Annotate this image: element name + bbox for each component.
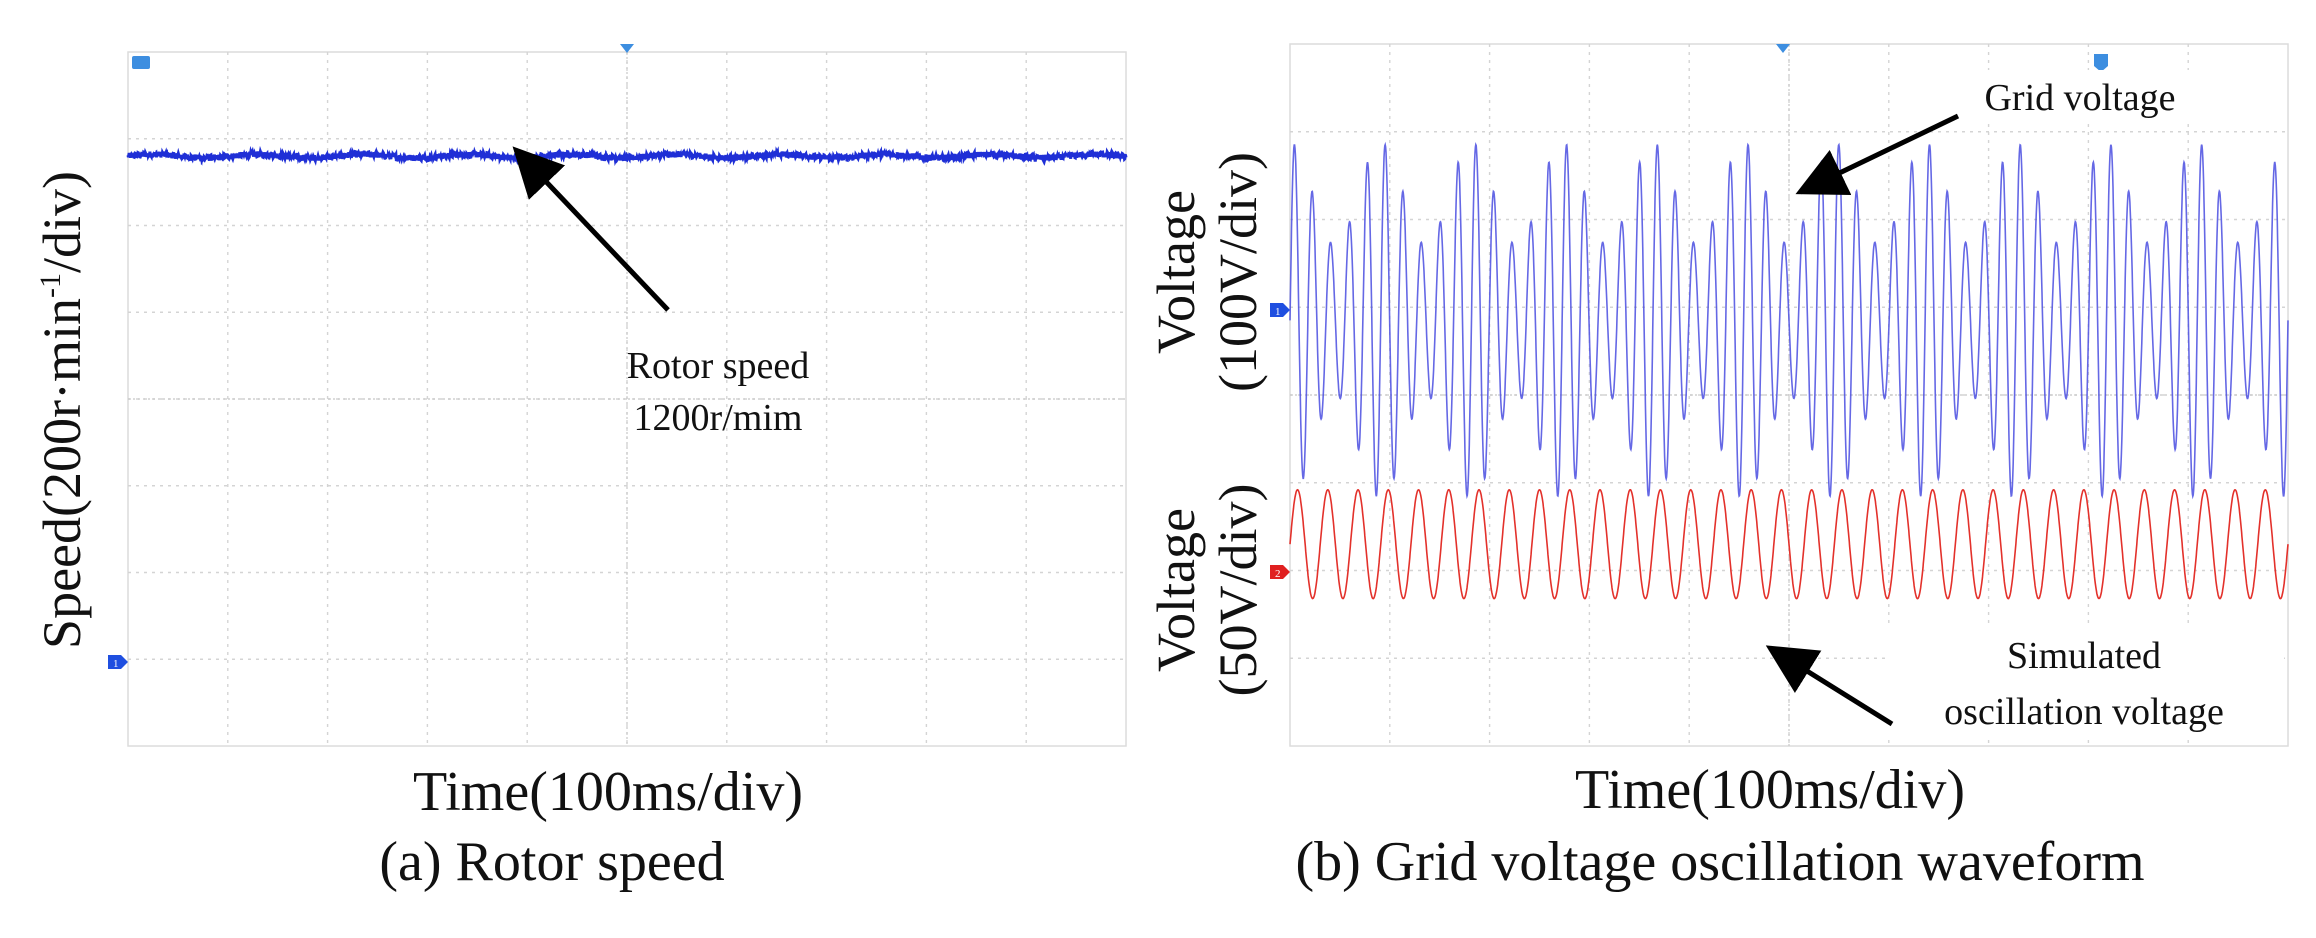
panel-b-annotation-grid-arrow	[1795, 113, 1960, 196]
panel-b-channel-marker-2: 2	[1270, 565, 1290, 580]
channel-marker-label: 1	[113, 658, 119, 670]
panel-b-channel-marker-1: 1	[1270, 303, 1290, 318]
ylabel-bottom-line-1: Voltage	[1146, 508, 1206, 672]
channel-marker-label: 1	[1275, 306, 1281, 318]
ylabel-bottom-line-2: (50V/div)	[1208, 484, 1268, 697]
ylabel-top-line-1: Voltage	[1146, 190, 1206, 354]
rotor-speed-series	[126, 145, 1128, 167]
panel-b-trigger-marker	[2094, 54, 2108, 72]
annotation-line-2: 1200r/mim	[634, 397, 803, 439]
panel-b-annotation-sim-arrow	[1765, 645, 1894, 727]
panel-b-caption: (b) Grid voltage oscillation waveform	[1295, 831, 2144, 893]
annotation-grid-voltage: Grid voltage	[1984, 77, 2175, 119]
panel-a-xlabel: Time(100ms/div)	[413, 761, 803, 823]
simulated-oscillation-voltage-series	[1289, 488, 2289, 600]
panel-a-caption: (a) Rotor speed	[379, 831, 724, 893]
panel-a-corner-marker	[132, 56, 150, 69]
panel-b-xlabel: Time(100ms/div)	[1575, 759, 1965, 821]
channel-marker-label: 2	[1275, 568, 1281, 580]
annotation-sim-line-1: Simulated	[2007, 635, 2161, 677]
panel-a-series	[126, 145, 1128, 167]
panel-b-ylabel-bottom: Voltage (50V/div)	[1146, 484, 1268, 697]
panel-a: 1 Rotor speed 1200r/mim Speed(200r·min-1…	[32, 44, 1128, 893]
panel-a-annotation-arrow	[512, 146, 670, 312]
panel-a-top-marker	[620, 44, 634, 53]
panel-a-grid	[128, 52, 1126, 746]
panel-a-channel-marker-1: 1	[108, 655, 128, 670]
panel-b: 1 2 Grid voltage Simulated oscillation v…	[1146, 43, 2289, 893]
panel-b-annotation-grid: Grid voltage	[1795, 70, 2220, 196]
annotation-line-1: Rotor speed	[627, 345, 810, 387]
panel-b-top-marker	[1776, 44, 1790, 53]
panel-a-ylabel: Speed(200r·min-1/div)	[32, 171, 92, 649]
grid-voltage-series	[1289, 141, 2289, 500]
panel-b-ylabel-top: Voltage (100V/div)	[1146, 152, 1268, 392]
panel-b-series	[1289, 141, 2289, 600]
annotation-sim-line-2: oscillation voltage	[1944, 691, 2224, 733]
ylabel-top-line-2: (100V/div)	[1208, 152, 1268, 392]
panel-b-annotation-sim: Simulated oscillation voltage	[1765, 628, 2284, 740]
panel-a-annotation: Rotor speed 1200r/mim	[512, 146, 810, 439]
